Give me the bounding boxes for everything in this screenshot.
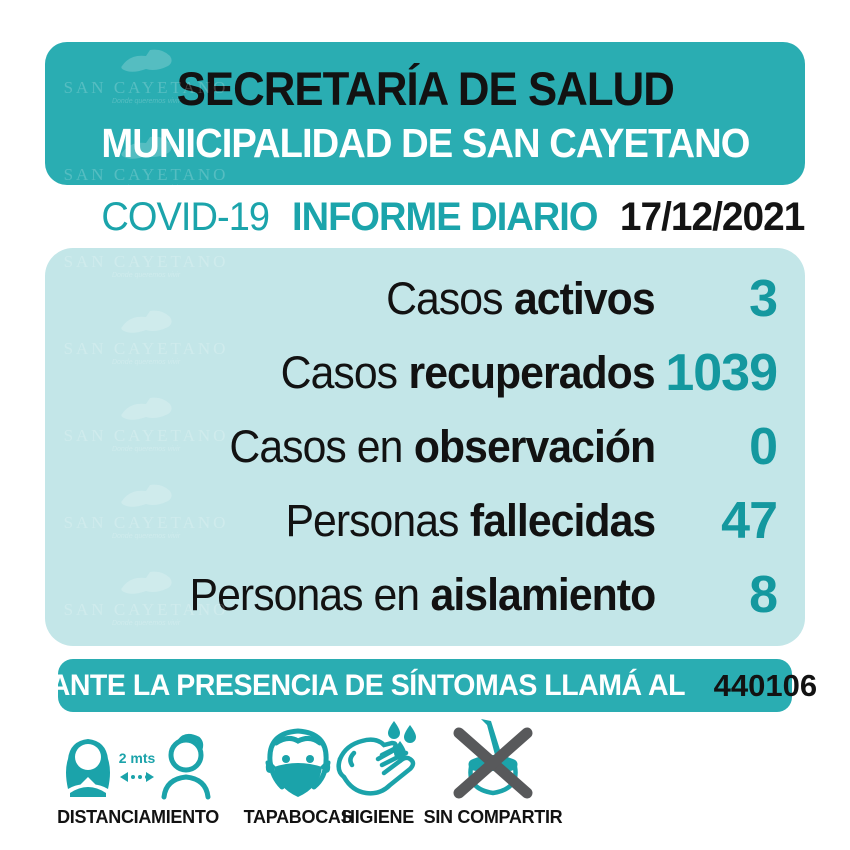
- stat-label: Casos recuperados: [280, 347, 656, 398]
- stat-label: Personas en aislamiento: [189, 569, 656, 620]
- hotline-phone-number: 440106: [713, 667, 818, 703]
- stat-row-casos-activos: Casos activos 3: [73, 262, 778, 336]
- no-sharing-mate-icon: [445, 715, 541, 801]
- hotline-text: ANTE LA PRESENCIA DE SÍNTOMAS LLAMÁ AL: [49, 668, 686, 702]
- covid-label: COVID-19: [101, 195, 271, 239]
- header-subtitle: MUNICIPALIDAD DE SAN CAYETANO: [100, 119, 750, 166]
- measure-label: HIGIENE: [342, 807, 414, 827]
- stat-label: Personas fallecidas: [285, 495, 656, 546]
- measure-higiene: HIGIENE: [318, 719, 438, 828]
- stat-value: 8: [749, 566, 778, 624]
- stat-value: 47: [721, 492, 778, 550]
- face-mask-icon: [256, 721, 340, 801]
- measure-label: TAPABOCAS: [243, 807, 353, 827]
- stat-value: 0: [749, 418, 778, 476]
- stat-label: Casos en observación: [229, 421, 656, 472]
- header-title: SECRETARÍA DE SALUD: [176, 61, 674, 115]
- prevention-measures-row: 2 mts DISTANCIAMIENTO: [0, 719, 850, 840]
- social-distancing-icon: 2 mts: [54, 722, 222, 801]
- informe-diario-label: INFORME DIARIO: [291, 195, 598, 239]
- hand-washing-icon: [332, 719, 424, 801]
- stat-value: 3: [749, 270, 778, 328]
- hotline-banner: ANTE LA PRESENCIA DE SÍNTOMAS LLAMÁ AL 4…: [50, 659, 817, 712]
- report-title-line: COVID-19 INFORME DIARIO 17/12/2021: [0, 190, 850, 245]
- stats-panel: Casos activos 3 Casos recuperados 1039 Cas…: [45, 248, 805, 646]
- measure-distanciamiento: 2 mts DISTANCIAMIENTO: [48, 722, 228, 828]
- stat-row-casos-observacion: Casos en observación 0: [73, 410, 778, 484]
- measure-label: SIN COMPARTIR: [423, 807, 563, 827]
- stat-label: Casos activos: [386, 273, 655, 324]
- measure-label: DISTANCIAMIENTO: [57, 807, 219, 827]
- report-date: 17/12/2021: [620, 195, 805, 239]
- distance-label: 2 mts: [119, 750, 156, 766]
- stat-row-casos-recuperados: Casos recuperados 1039: [73, 336, 778, 410]
- header-banner: SECRETARÍA DE SALUD MUNICIPALIDAD DE SAN…: [45, 42, 805, 185]
- stat-row-personas-aislamiento: Personas en aislamiento 8: [73, 558, 778, 632]
- measure-sin-compartir: SIN COMPARTIR: [418, 719, 568, 828]
- stat-row-personas-fallecidas: Personas fallecidas 47: [73, 484, 778, 558]
- measure-tapabocas: TAPABOCAS: [228, 722, 368, 828]
- stat-value: 1039: [665, 344, 778, 402]
